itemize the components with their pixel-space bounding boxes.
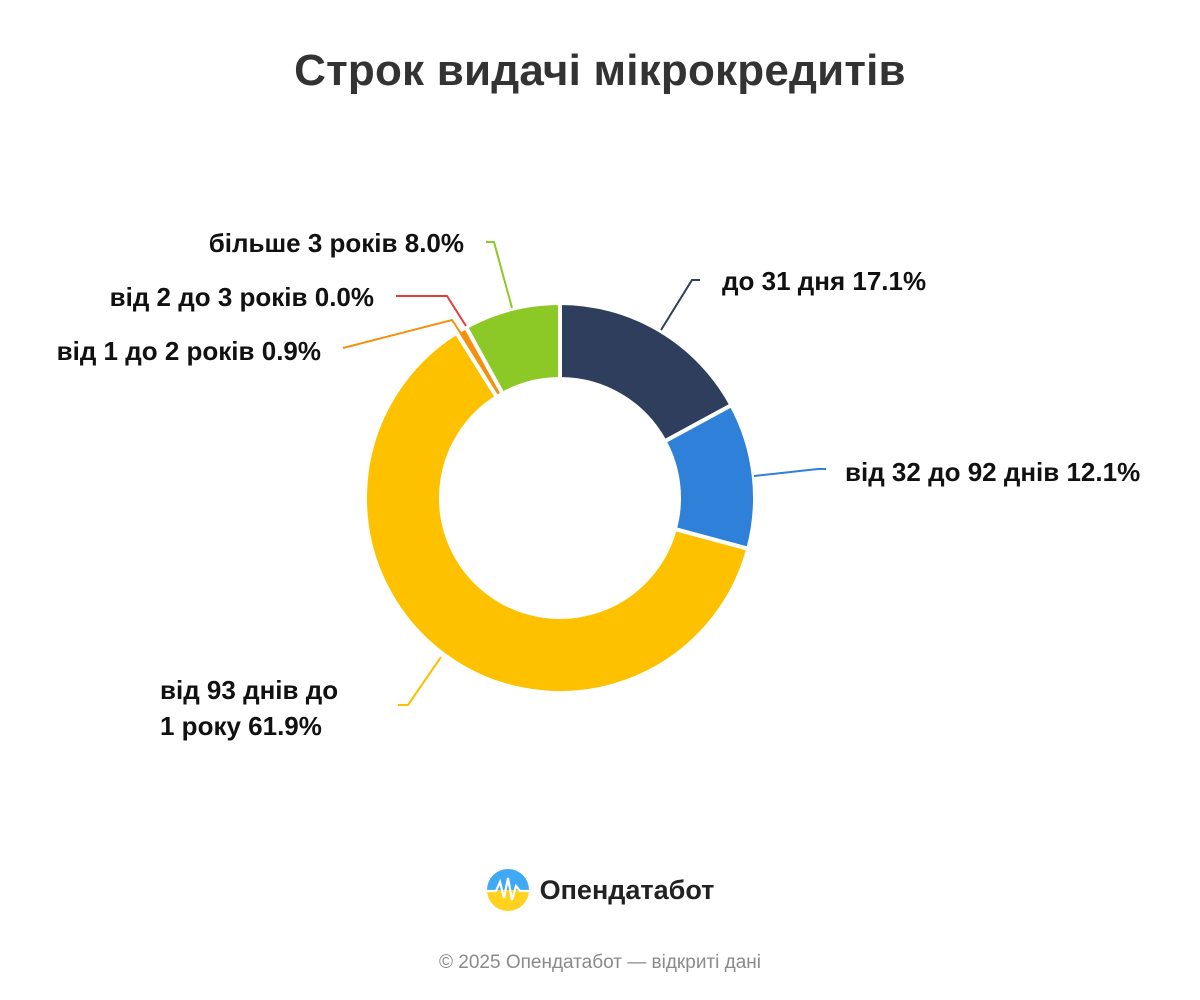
slice-6-leader [486, 241, 513, 309]
opendatabot-logo-icon [486, 869, 529, 911]
slice-4-label: від 1 до 2 років 0.9% [57, 336, 321, 366]
slice-labels: до 31 дня 17.1% від 32 до 92 днів 12.1% ві… [57, 228, 1141, 741]
leader-lines [342, 241, 826, 706]
chart-title: Строк видачі мікрокредитів [294, 46, 906, 95]
slice-1-label: до 31 дня 17.1% [722, 266, 926, 296]
slice-1-leader [660, 279, 700, 331]
slice-6 [464, 301, 562, 396]
slice-2-leader [753, 468, 826, 477]
donut-slices [363, 301, 757, 695]
slice-5-leader [396, 295, 467, 327]
slice-4-leader [342, 318, 463, 349]
slice-6-label: більше 3 років 8.0% [209, 228, 464, 258]
slice-3 [363, 330, 751, 695]
slice-3-label: від 93 днів до 1 року 61.9% [160, 675, 338, 741]
slice-3-leader [398, 656, 442, 706]
copyright: © 2025 Опендатабот — відкриті дані [439, 952, 761, 973]
brand: Опендатабот [0, 868, 1200, 912]
brand-name: Опендатабот [539, 874, 715, 905]
slice-5-label: від 2 до 3 років 0.0% [110, 282, 374, 312]
slice-2-label: від 32 до 92 днів 12.1% [845, 457, 1140, 487]
